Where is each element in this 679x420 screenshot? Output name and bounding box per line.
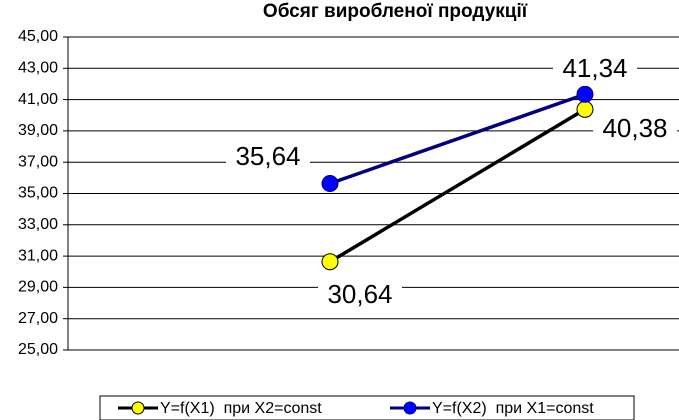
marker: [576, 100, 594, 118]
marker: [321, 253, 339, 271]
legend-label: Y=f(X2) при X1=const: [432, 400, 594, 417]
y-tick-label: 35,00: [18, 185, 58, 202]
legend-label: Y=f(X1) при X2=const: [160, 400, 322, 417]
y-tick-label: 31,00: [18, 247, 58, 264]
y-tick-label: 37,00: [18, 153, 58, 170]
y-tick-label: 39,00: [18, 122, 58, 139]
label-bg: [318, 280, 402, 312]
y-tick-label: 33,00: [18, 216, 58, 233]
data-label: 30,64: [327, 279, 392, 309]
legend-box: [99, 395, 635, 420]
data-label: 40,38: [602, 113, 667, 143]
y-tick-label: 41,00: [18, 91, 58, 108]
marker: [576, 85, 594, 103]
series-line: [329, 107, 586, 264]
y-tick-label: 43,00: [18, 60, 58, 77]
label-bg: [593, 114, 677, 146]
y-tick-label: 27,00: [18, 310, 58, 327]
label-bg: [553, 54, 637, 86]
data-label: 41,34: [562, 53, 627, 83]
y-tick-label: 29,00: [18, 279, 58, 296]
legend-marker: [403, 401, 417, 415]
y-tick-label: 45,00: [18, 28, 58, 45]
data-label: 35,64: [235, 141, 300, 171]
chart-title: Обсяг виробленої продукції: [263, 1, 528, 22]
series-line: [329, 92, 586, 186]
label-bg: [226, 142, 310, 174]
marker: [321, 174, 339, 192]
legend-marker: [131, 401, 145, 415]
y-tick-label: 25,00: [18, 341, 58, 358]
